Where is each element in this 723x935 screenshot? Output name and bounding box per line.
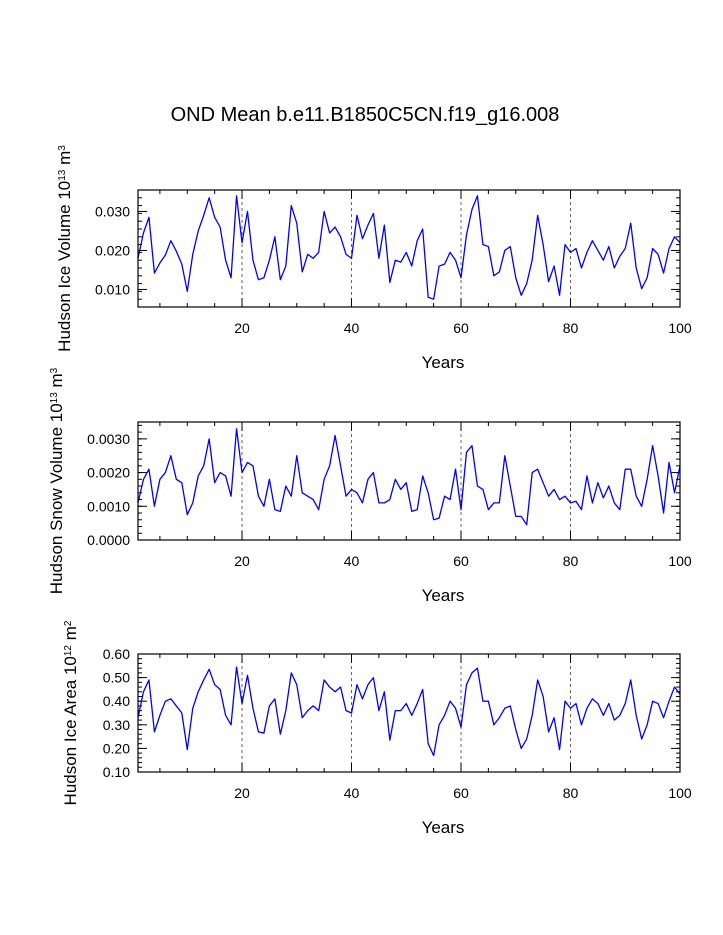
y-tick-label: 0.50	[103, 670, 130, 686]
series-line	[137, 428, 681, 526]
x-tick-label: 60	[453, 320, 469, 336]
snow-volume-panel: 20 40 60 80 100 0.0000 0.0010 0.0020 0.0030 Years…	[47, 367, 692, 605]
y-tick-label: 0.0010	[87, 498, 130, 514]
x-axis-title: Years	[422, 586, 465, 605]
x-tick-label: 60	[453, 553, 469, 569]
y-tick-label: 0.60	[103, 646, 130, 662]
ice-volume-panel: 20 40 60 80 100 0.010 0.020 0.030 Years Hudson Ic…	[55, 145, 692, 372]
x-tick-label: 40	[344, 785, 360, 801]
y-tick-label: 0.020	[95, 242, 130, 258]
plot-frame	[137, 421, 681, 541]
chart-title: OND Mean b.e11.B1850C5CN.f19_g16.008	[171, 104, 560, 126]
x-tick-label: 40	[344, 553, 360, 569]
y-tick-label: 0.0000	[87, 532, 130, 548]
x-tick-label: 60	[453, 785, 469, 801]
y-tick-label: 0.0030	[87, 431, 130, 447]
y-axis-title: Hudson Snow Volume 1013 m3	[47, 367, 66, 594]
x-axis-title: Years	[422, 818, 465, 837]
y-axis-title: Hudson Ice Area 1012 m2	[61, 620, 80, 805]
x-axis-title: Years	[422, 353, 465, 372]
x-tick-label: 20	[234, 320, 250, 336]
ice-area-panel: 20 40 60 80 100 0.10 0.20 0.30 0.40 0.50 0.60 Years…	[61, 620, 692, 837]
x-tick-label: 40	[344, 320, 360, 336]
y-tick-label: 0.30	[103, 717, 130, 733]
x-tick-label: 20	[234, 553, 250, 569]
series-line	[137, 666, 681, 757]
plot-frame	[137, 653, 681, 773]
x-tick-label: 100	[668, 553, 692, 569]
plot-frame	[137, 189, 681, 308]
y-tick-label: 0.030	[95, 203, 130, 219]
x-tick-label: 80	[563, 785, 579, 801]
x-tick-label: 80	[563, 320, 579, 336]
y-tick-label: 0.10	[103, 764, 130, 780]
y-tick-label: 0.20	[103, 740, 130, 756]
x-tick-label: 80	[563, 553, 579, 569]
series-line	[137, 195, 681, 300]
x-tick-label: 100	[668, 785, 692, 801]
x-tick-label: 20	[234, 785, 250, 801]
y-tick-label: 0.40	[103, 693, 130, 709]
y-tick-label: 0.0020	[87, 465, 130, 481]
x-tick-label: 100	[668, 320, 692, 336]
y-axis-title: Hudson Ice Volume 1013 m3	[55, 145, 74, 352]
y-tick-label: 0.010	[95, 281, 130, 297]
